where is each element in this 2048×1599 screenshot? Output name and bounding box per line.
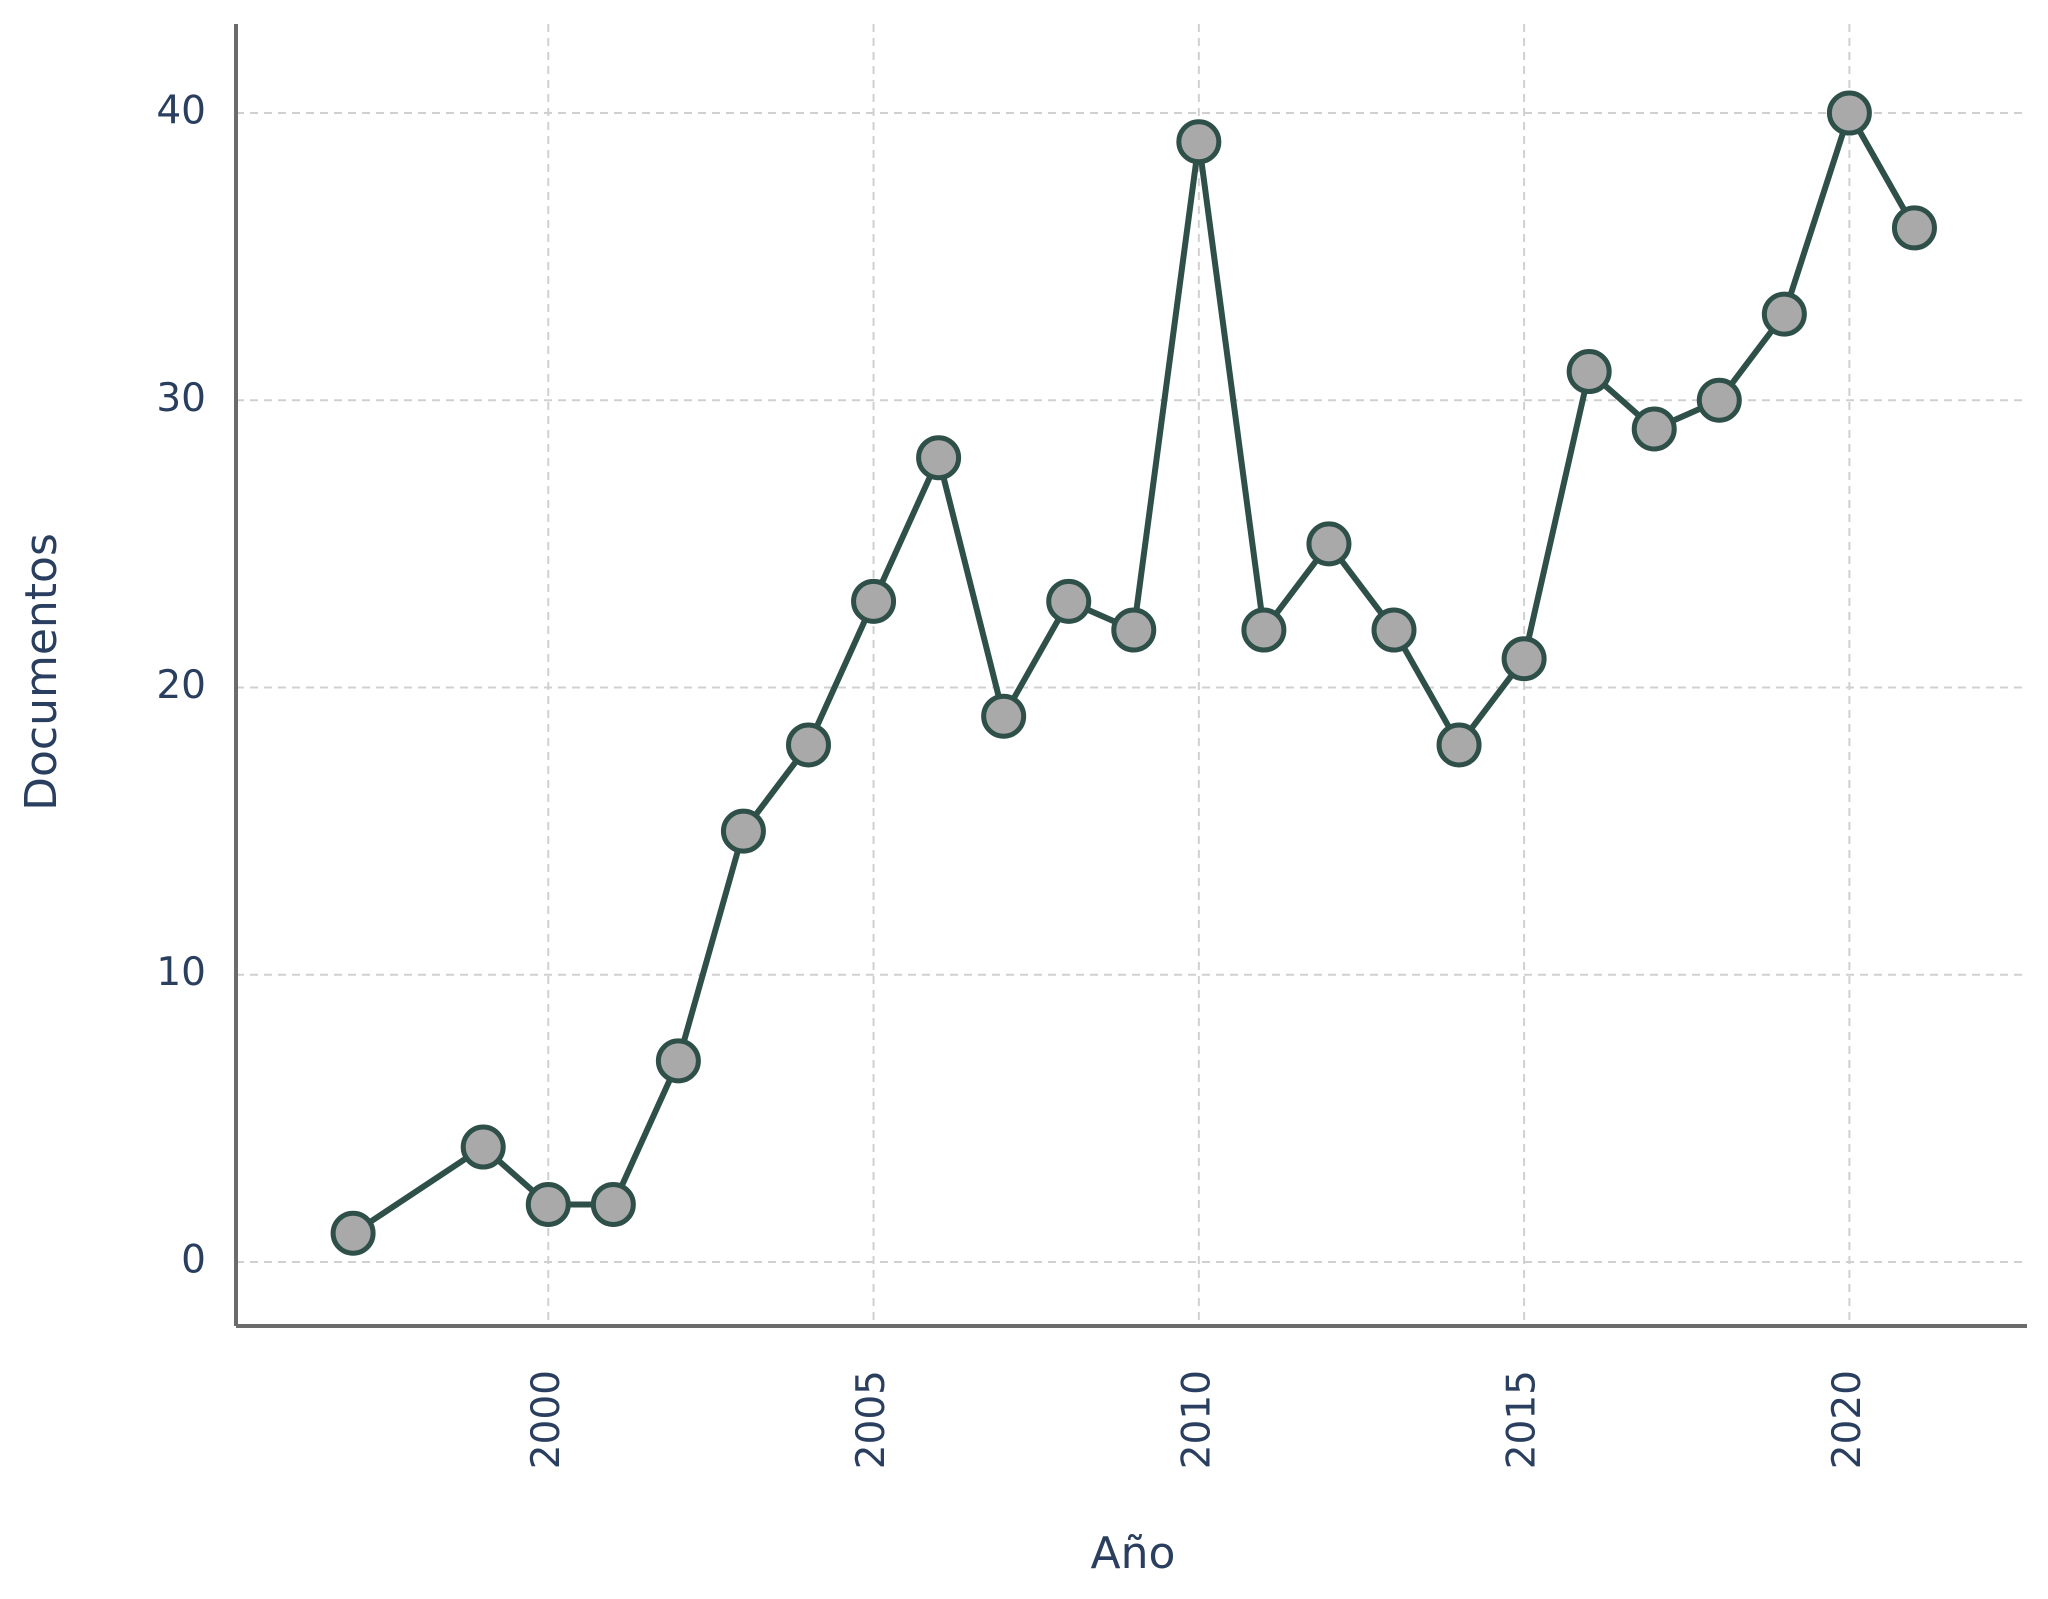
marker xyxy=(785,722,831,768)
x-tick-label: 2005 xyxy=(849,1370,894,1469)
marker xyxy=(720,808,766,854)
marker xyxy=(1566,349,1612,395)
y-tick-label: 20 xyxy=(156,663,206,708)
x-tick-label: 2020 xyxy=(1825,1370,1870,1469)
marker xyxy=(1696,377,1742,423)
marker xyxy=(1826,90,1872,136)
x-tick-label: 2010 xyxy=(1174,1370,1219,1469)
marker xyxy=(1891,205,1937,251)
marker xyxy=(1631,406,1677,452)
marker xyxy=(916,435,962,481)
y-tick-label: 10 xyxy=(156,950,206,995)
y-tick-label: 0 xyxy=(181,1237,206,1282)
marker xyxy=(1761,291,1807,337)
marker xyxy=(1111,607,1157,653)
marker xyxy=(330,1210,376,1256)
marker xyxy=(590,1182,636,1228)
marker xyxy=(655,1038,701,1084)
marker xyxy=(1436,722,1482,768)
y-tick-label: 40 xyxy=(156,89,206,134)
marker xyxy=(460,1124,506,1170)
marker xyxy=(1306,521,1352,567)
line xyxy=(351,110,1918,1236)
marker xyxy=(1176,119,1222,165)
x-axis-title: Año xyxy=(1091,1528,1176,1579)
y-tick-label: 30 xyxy=(156,376,206,421)
y-axis-title: Documentos xyxy=(16,533,67,811)
x-tick-label: 2000 xyxy=(524,1370,569,1469)
marker xyxy=(1501,636,1547,682)
marker xyxy=(851,578,897,624)
marker xyxy=(981,693,1027,739)
marker xyxy=(1046,578,1092,624)
marker xyxy=(1241,607,1287,653)
marker xyxy=(1371,607,1417,653)
marker xyxy=(525,1182,571,1228)
x-tick-label: 2015 xyxy=(1500,1370,1545,1469)
